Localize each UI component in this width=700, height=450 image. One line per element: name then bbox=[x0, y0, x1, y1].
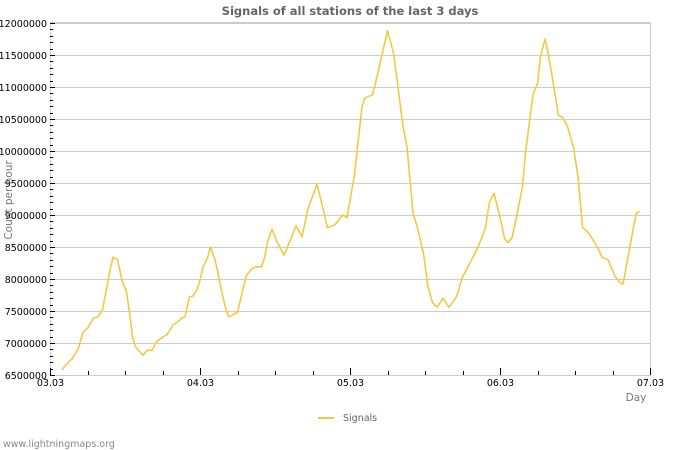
y-tick-label: 10000000 bbox=[0, 147, 47, 158]
x-axis: 03.03 04.03 05.03 06.03 07.03 bbox=[37, 368, 664, 389]
y-tick-label: 7000000 bbox=[5, 339, 47, 350]
x-tick-label: 04.03 bbox=[187, 378, 214, 389]
y-tick-label: 6500000 bbox=[5, 371, 47, 382]
gridlines bbox=[50, 23, 650, 376]
y-axis: 6500000 7000000 7500000 8000000 8500000 90000… bbox=[0, 19, 55, 382]
chart-title: Signals of all stations of the last 3 da… bbox=[222, 4, 479, 18]
x-tick-label: 07.03 bbox=[637, 378, 664, 389]
x-axis-label: Day bbox=[626, 392, 647, 404]
y-tick-label: 9500000 bbox=[5, 179, 47, 190]
y-tick-label: 8500000 bbox=[5, 243, 47, 254]
footer-source-link[interactable]: www.lightningmaps.org bbox=[3, 439, 115, 450]
y-tick-label: 10500000 bbox=[0, 115, 47, 126]
y-tick-label: 9000000 bbox=[5, 211, 47, 222]
legend: Signals bbox=[318, 413, 377, 424]
legend-label-signals: Signals bbox=[343, 413, 377, 424]
x-tick-label: 03.03 bbox=[37, 378, 64, 389]
x-tick-label: 05.03 bbox=[337, 378, 364, 389]
y-tick-label: 12000000 bbox=[0, 19, 47, 30]
y-tick-label: 11500000 bbox=[0, 51, 47, 62]
y-tick-label: 8000000 bbox=[5, 275, 47, 286]
x-tick-label: 06.03 bbox=[487, 378, 514, 389]
y-tick-label: 11000000 bbox=[0, 83, 47, 94]
series-line-signals bbox=[61, 29, 640, 371]
y-tick-label: 7500000 bbox=[5, 307, 47, 318]
y-axis-label: Count per hour bbox=[3, 160, 15, 240]
plot-frame bbox=[50, 22, 651, 376]
